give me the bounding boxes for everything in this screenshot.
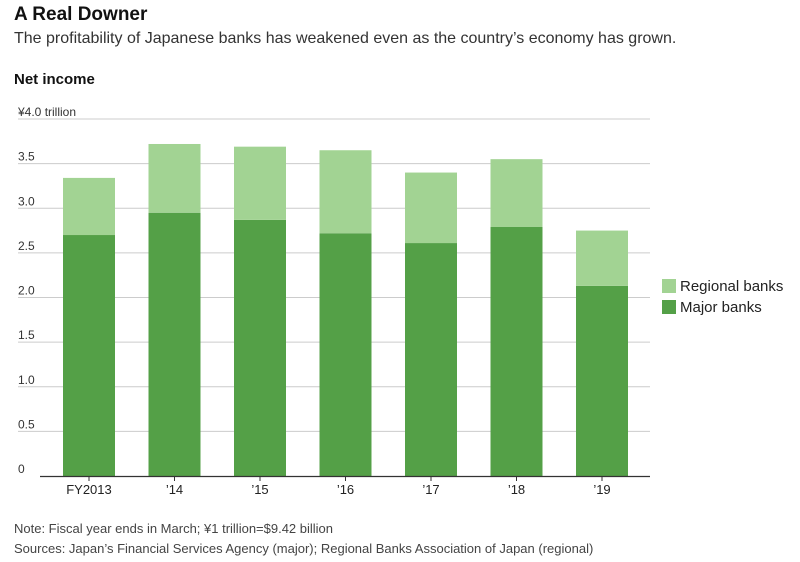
x-tick-label: FY2013 xyxy=(66,482,112,497)
bar-regional-banks xyxy=(490,159,543,227)
x-axis-labels: FY2013 ’14 ’15 ’16 ’17 ’18 ’19 xyxy=(66,476,611,497)
y-axis-ticks: 0 0.5 1.0 1.5 2.0 2.5 3.0 3.5 ¥4.0 trillion xyxy=(17,105,76,476)
legend-label-major: Major banks xyxy=(680,299,762,316)
bar-major-banks xyxy=(234,219,286,477)
footnote: Note: Fiscal year ends in March; ¥1 tril… xyxy=(14,521,334,536)
y-tick-label: ¥4.0 trillion xyxy=(17,105,76,119)
legend-swatch-major xyxy=(662,300,676,314)
legend: Regional banks Major banks xyxy=(662,278,783,316)
y-tick-label: 1.5 xyxy=(18,328,35,342)
bar-major-banks xyxy=(63,235,115,476)
bar-major-banks xyxy=(148,212,201,476)
bar-regional-banks xyxy=(148,143,201,213)
x-tick-label: ’17 xyxy=(422,482,439,497)
x-tick-label: ’18 xyxy=(508,482,525,497)
chart-title: A Real Downer xyxy=(14,4,148,25)
bar-major-banks xyxy=(490,226,543,476)
bar-regional-banks xyxy=(234,146,286,220)
bars xyxy=(63,143,628,477)
chart-section-label: Net income xyxy=(14,71,95,88)
y-tick-label: 2.5 xyxy=(18,239,35,253)
x-tick-label: ’14 xyxy=(166,482,183,497)
source-line: Sources: Japan’s Financial Services Agen… xyxy=(14,541,594,556)
y-tick-label: 0 xyxy=(18,462,25,476)
bar-regional-banks xyxy=(319,150,372,234)
y-tick-label: 3.0 xyxy=(18,194,35,208)
chart-subtitle: The profitability of Japanese banks has … xyxy=(14,30,677,47)
x-tick-label: ’16 xyxy=(337,482,354,497)
x-tick-label: ’19 xyxy=(593,482,610,497)
legend-swatch-regional xyxy=(662,279,676,293)
legend-label-regional: Regional banks xyxy=(680,278,783,295)
y-tick-label: 3.5 xyxy=(18,150,35,164)
y-tick-label: 1.0 xyxy=(18,373,35,387)
bar-regional-banks xyxy=(405,172,457,244)
bar-major-banks xyxy=(576,285,628,476)
y-tick-label: 0.5 xyxy=(18,417,35,431)
y-tick-label: 2.0 xyxy=(18,284,35,298)
x-tick-label: ’15 xyxy=(251,482,268,497)
bar-major-banks xyxy=(319,233,372,476)
bar-major-banks xyxy=(405,243,457,476)
bar-regional-banks xyxy=(576,230,628,286)
bar-regional-banks xyxy=(63,177,115,236)
